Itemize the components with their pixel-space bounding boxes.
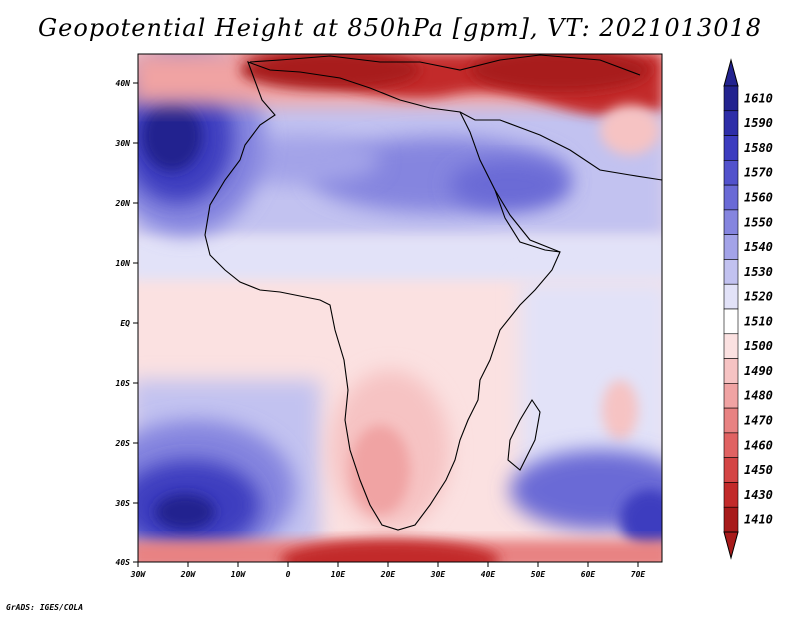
colorbar-swatch [723,209,739,235]
y-tick-label: 10S [116,379,131,388]
x-tick-label: 40E [481,570,496,579]
africa-coast [204,61,561,531]
colorbar-swatch [723,234,739,260]
colorbar-label: 1580 [744,141,773,155]
red-sea-coast [494,189,561,253]
axis-ticks [133,82,639,567]
colorbar-swatch [723,432,739,458]
colorbar-label: 1550 [744,215,773,229]
colorbar-swatch [723,333,739,359]
colorbar-swatch [723,506,739,533]
x-tick-label: 30W [130,570,147,579]
colorbar-label: 1520 [744,290,773,304]
y-tick-label: 40S [116,558,131,567]
colorbar-swatch [723,383,739,409]
colorbar-label: 1570 [744,166,773,180]
colorbar-label: 1530 [744,265,773,279]
colorbar-label: 1480 [744,389,773,403]
y-tick-label: 10N [116,259,131,268]
europe-coast [249,54,641,76]
colorbar-label: 1490 [744,364,773,378]
x-tick-label: 50E [531,570,546,579]
colorbar-label: 1460 [744,438,773,452]
colorbar-label: 1450 [744,463,773,477]
colorbar: 1610 1590 1580 1570 1560 1550 1540 1530 1520 1510… [723,58,773,560]
colorbar-label: 1510 [744,314,773,328]
x-tick-label: 10W [231,570,247,579]
colorbar-bottom-arrow [723,531,739,560]
colorbar-swatch [723,259,739,285]
colorbar-label: 1500 [744,339,773,353]
y-tick-label: 20S [115,439,131,448]
colorbar-label: 1610 [744,91,773,105]
colorbar-label: 1430 [744,488,773,502]
x-tick-labels: 30W 20W 10W 0 10E 20E 30E 40E 50E 60E 70… [130,570,646,579]
x-tick-label: 30E [430,570,446,579]
x-tick-label: 10E [331,570,346,579]
x-tick-label: 20E [380,570,396,579]
x-tick-label: 60E [581,570,596,579]
colorbar-label: 1410 [744,513,773,527]
colorbar-label: 1590 [744,116,773,130]
arabia-asia-coast [459,111,662,181]
y-tick-labels: 40S 30S 20S 10S EQ 10N 20N 30N 40N [115,79,131,567]
map-frame [137,53,663,563]
y-tick-label: 30N [115,139,131,148]
colorbar-top-arrow [723,58,739,87]
y-tick-label: EQ [120,319,130,328]
madagascar-coast [507,398,541,471]
colorbar-label: 1470 [744,414,773,428]
credit-text: GrADS: IGES/COLA [6,603,84,612]
x-tick-label: 20W [180,570,197,579]
colorbar-swatch [723,160,739,186]
y-tick-label: 40N [116,79,131,88]
colorbar-swatch [723,184,739,211]
colorbar-swatch [723,482,739,508]
colorbar-swatch [723,407,739,434]
colorbar-label: 1540 [744,240,773,254]
y-tick-label: 30S [115,499,131,508]
x-tick-label: 70E [631,570,646,579]
x-tick-label: 0 [286,570,291,579]
colorbar-swatch [723,358,739,384]
coastlines [204,54,662,531]
colorbar-swatch [723,85,739,112]
height-field [138,54,662,562]
colorbar-swatch [723,283,739,310]
y-tick-label: 20N [115,199,131,208]
colorbar-swatch [723,135,739,161]
colorbar-swatch [723,308,739,335]
colorbar-label: 1560 [744,191,773,205]
chart-title: Geopotential Height at 850hPa [gpm], VT:… [38,14,762,42]
colorbar-swatch [723,110,739,136]
colorbar-swatch [723,457,739,483]
